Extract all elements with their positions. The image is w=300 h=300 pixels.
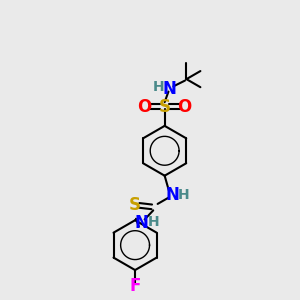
Text: H: H	[177, 188, 189, 202]
Text: S: S	[159, 98, 171, 116]
Text: H: H	[152, 80, 164, 94]
Text: N: N	[163, 80, 177, 98]
Text: S: S	[129, 196, 141, 214]
Text: N: N	[134, 214, 148, 232]
Text: O: O	[178, 98, 192, 116]
Text: N: N	[165, 186, 179, 204]
Text: H: H	[148, 215, 159, 230]
Text: F: F	[129, 277, 141, 295]
Text: O: O	[138, 98, 152, 116]
